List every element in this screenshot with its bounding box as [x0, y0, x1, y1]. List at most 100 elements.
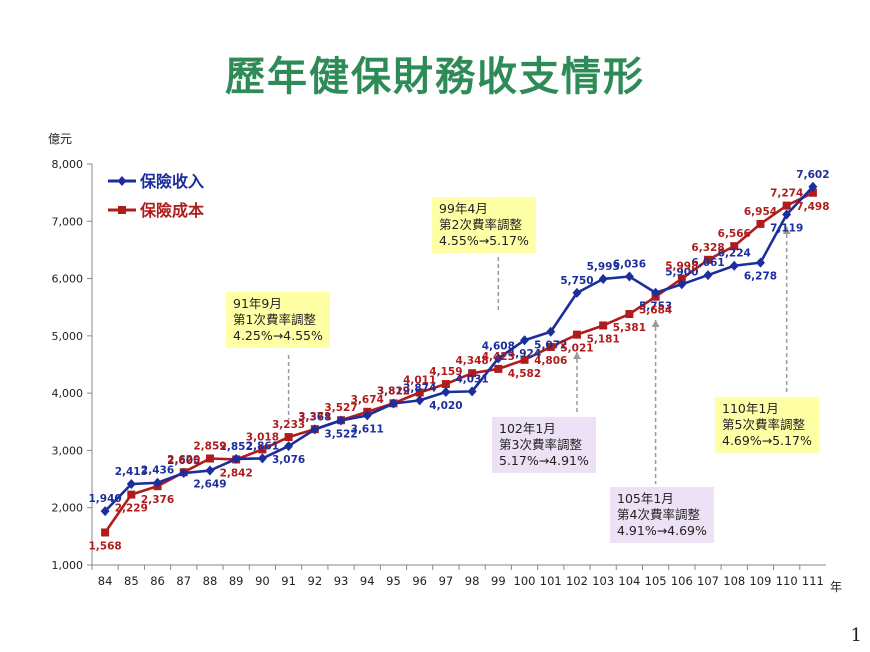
annotation-102-title: 第3次費率調整	[499, 437, 582, 452]
income-point	[257, 453, 267, 464]
income-point	[100, 506, 110, 517]
annotation-102-date: 102年1月	[499, 421, 556, 436]
y-tick-label: 4,000	[52, 387, 84, 400]
cost-value-label: 2,859	[193, 441, 226, 453]
annotation-105-date: 105年1月	[617, 491, 674, 506]
income-point	[520, 335, 530, 346]
x-tick-label: 98	[465, 574, 480, 588]
annotation-110-title: 第5次費率調整	[722, 417, 805, 432]
x-tick-label: 93	[334, 574, 349, 588]
income-point	[677, 279, 687, 290]
cost-value-label: 5,181	[587, 333, 620, 345]
legend-cost-marker	[118, 206, 126, 214]
income-value-label: 3,368	[298, 411, 331, 423]
cost-value-label: 2,229	[115, 503, 148, 515]
x-tick-label: 91	[281, 574, 296, 588]
income-value-label: 2,605	[167, 455, 200, 467]
income-value-label: 5,753	[639, 301, 672, 313]
income-point	[415, 395, 425, 406]
cost-point	[704, 255, 713, 264]
annotation-arrowhead-105	[651, 320, 660, 327]
income-value-label: 6,224	[718, 248, 751, 260]
income-value-label: 5,900	[665, 266, 698, 278]
cost-value-label: 2,376	[141, 494, 174, 506]
cost-point	[520, 355, 529, 364]
income-point	[782, 209, 792, 220]
income-value-label: 3,522	[324, 429, 357, 441]
cost-point	[546, 342, 555, 351]
cost-value-label: 5,021	[560, 343, 593, 355]
x-tick-label: 94	[360, 574, 375, 588]
income-point	[624, 271, 634, 282]
y-tick-label: 7,000	[52, 215, 84, 228]
x-tick-label: 101	[540, 574, 562, 588]
x-tick-label: 108	[723, 574, 745, 588]
cost-value-label: 2,620	[167, 454, 200, 466]
x-tick-label: 85	[124, 574, 139, 588]
x-tick-label: 111	[802, 574, 824, 588]
income-point	[336, 415, 346, 426]
income-value-label: 2,649	[193, 479, 226, 491]
annotation-105-title: 第4次費率調整	[617, 507, 700, 522]
cost-value-label: 4,159	[429, 366, 462, 378]
income-point	[651, 287, 661, 298]
income-value-label: 3,819	[377, 386, 410, 398]
y-tick-label: 2,000	[52, 502, 84, 515]
x-tick-label: 89	[229, 574, 244, 588]
income-value-label: 7,602	[796, 169, 829, 181]
x-tick-label: 86	[150, 574, 165, 588]
cost-point	[625, 310, 634, 319]
x-tick-label: 109	[749, 574, 771, 588]
income-value-label: 1,940	[88, 493, 121, 505]
cost-value-label: 6,328	[691, 242, 724, 254]
income-value-label: 2,861	[246, 440, 279, 452]
cost-value-label: 3,674	[351, 394, 384, 406]
cost-point	[494, 364, 503, 373]
income-point	[546, 326, 556, 337]
x-tick-label: 100	[514, 574, 536, 588]
income-point	[493, 353, 503, 364]
cost-value-label: 4,348	[455, 355, 488, 367]
x-axis-title: 年	[830, 580, 842, 594]
cost-value-label: 7,274	[770, 188, 803, 200]
cost-point	[599, 321, 608, 330]
annotation-99-rate: 4.55%→5.17%	[439, 233, 529, 248]
income-point	[284, 441, 294, 452]
income-point	[808, 181, 818, 192]
x-tick-label: 107	[697, 574, 719, 588]
income-point	[467, 386, 477, 397]
income-point	[362, 410, 372, 421]
cost-value-label: 4,423	[482, 351, 515, 363]
income-value-label: 6,036	[613, 259, 646, 271]
annotation-box-110: 110年1月 第5次費率調整 4.69%→5.17%	[715, 397, 819, 453]
income-value-label: 5,750	[560, 275, 593, 287]
y-tick-label: 3,000	[52, 444, 84, 457]
x-tick-label: 88	[203, 574, 218, 588]
annotation-arrowhead-110	[782, 227, 791, 234]
cost-value-label: 4,011	[403, 375, 436, 387]
y-tick-label: 8,000	[52, 158, 84, 171]
cost-point	[415, 388, 424, 397]
cost-value-label: 5,998	[665, 261, 698, 273]
x-tick-label: 110	[776, 574, 798, 588]
cost-point	[258, 445, 267, 454]
chart-axes: 億元年 1,000 2,000 3,000 4,000 5,000 6,000 7,000 8,…	[48, 132, 842, 594]
income-point	[179, 468, 189, 479]
x-tick-label: 90	[255, 574, 270, 588]
cost-value-label: 7,498	[796, 201, 829, 213]
annotation-91-date: 91年9月	[233, 296, 282, 311]
cost-point	[101, 528, 110, 537]
cost-point	[127, 490, 136, 499]
cost-point	[730, 242, 739, 251]
cost-point	[808, 188, 817, 197]
income-value-label: 4,608	[482, 340, 515, 352]
x-tick-label: 105	[645, 574, 667, 588]
income-point	[388, 398, 398, 409]
income-point	[310, 424, 320, 435]
income-point	[153, 477, 163, 488]
income-value-label: 5,993	[587, 261, 620, 273]
y-tick-label: 6,000	[52, 273, 84, 286]
legend-income-label: 保險收入	[139, 172, 204, 191]
x-tick-label: 96	[412, 574, 427, 588]
